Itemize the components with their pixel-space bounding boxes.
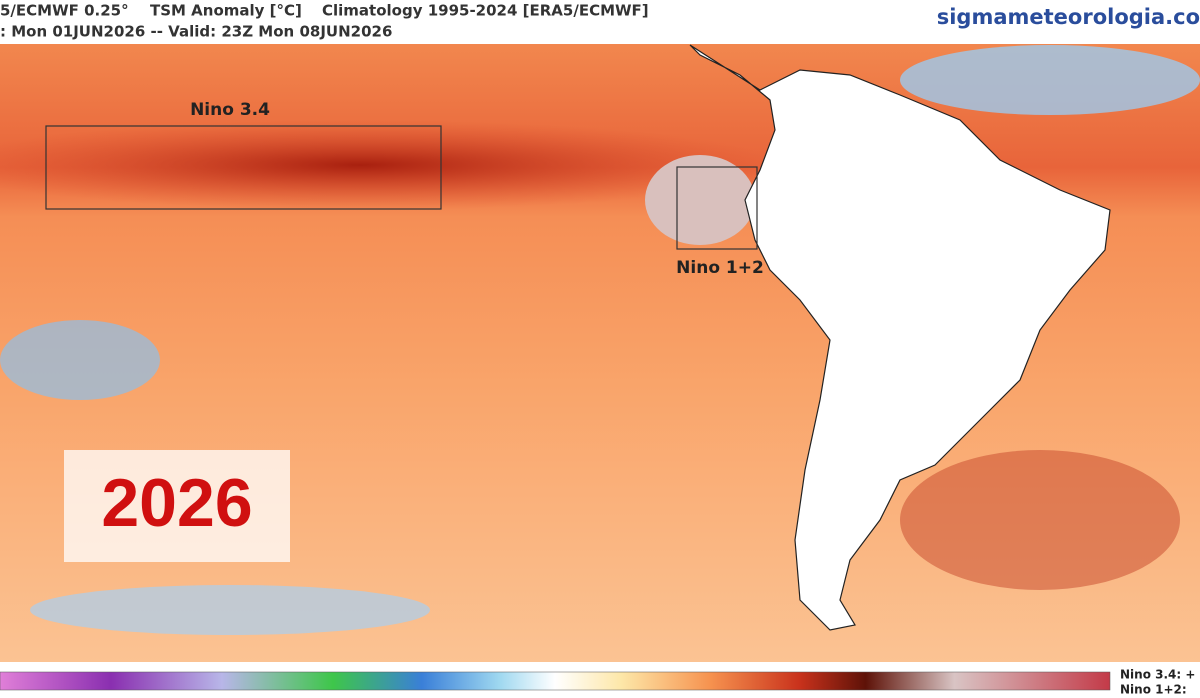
map: Nino 3.4 Nino 1+2 2026 (0, 44, 1200, 662)
region-label: Nino 1+2 (676, 258, 764, 278)
nino34-box (45, 125, 442, 210)
cool-patch (0, 320, 160, 400)
footer: Nino 3.4: + Nino 1+2: (1120, 668, 1195, 697)
site: sigmameteorologia.co (937, 5, 1200, 29)
anomaly-patch (900, 450, 1180, 590)
cool-patch (900, 45, 1200, 115)
variable: TSM Anomaly [°C] (150, 2, 302, 20)
run-info: : Mon 01JUN2026 -- Valid: 23Z Mon 08JUN2… (0, 23, 392, 41)
source: 5/ECMWF 0.25° (0, 2, 129, 20)
warm-band (0, 120, 780, 210)
hot-spot (645, 155, 755, 245)
colorbar (0, 671, 1111, 691)
nino34-value: Nino 3.4: + (1120, 668, 1195, 682)
nino12-box (676, 166, 758, 250)
year-stamp: 2026 (101, 465, 252, 541)
south-america (689, 44, 1111, 631)
cool-patch (30, 585, 430, 635)
climatology: Climatology 1995-2024 [ERA5/ECMWF] (322, 2, 649, 20)
stamp-box (64, 450, 290, 562)
header: 5/ECMWF 0.25° TSM Anomaly [°C] Climatolo… (0, 2, 1200, 41)
nino12-value: Nino 1+2: (1120, 683, 1187, 697)
region-label: Nino 3.4 (190, 100, 270, 120)
